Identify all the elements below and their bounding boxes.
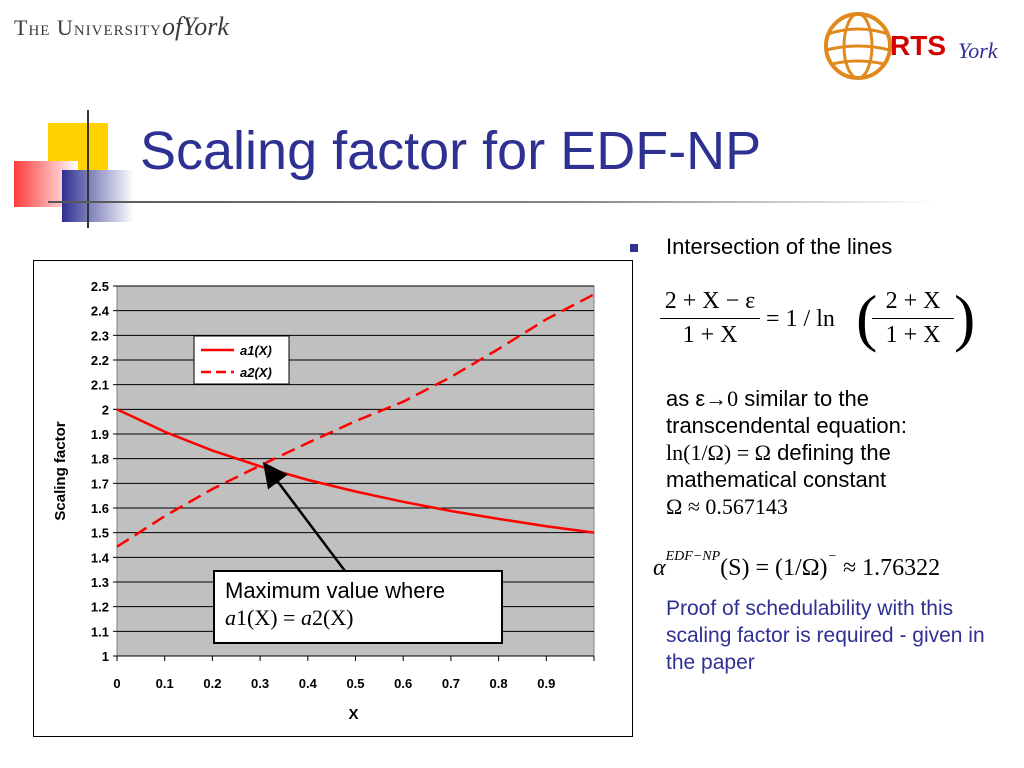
x-tick-label: 0.2 <box>203 676 221 691</box>
eq1-right-denominator: 1 + X <box>885 322 941 348</box>
eq-a2-arg: 2(X) <box>311 605 354 630</box>
alpha-rest-sup: − <box>827 549 837 564</box>
y-tick-label: 2.2 <box>91 353 109 368</box>
y-tick-label: 1.5 <box>91 526 109 541</box>
transcendental-text: transcendental equation: <box>666 413 907 438</box>
legend-label: a2(X) <box>240 365 272 380</box>
asymptotic-text: as ε→0 similar to the transcendental equ… <box>666 385 996 520</box>
omega-value: Ω ≈ 0.567143 <box>666 494 788 519</box>
x-tick-label: 0.6 <box>394 676 412 691</box>
y-tick-label: 1.7 <box>91 476 109 491</box>
x-tick-label: 0.5 <box>346 676 364 691</box>
line-chart: 1 1.1 1.2 1.3 1.4 1.5 1.6 1.7 1.8 1.9 2 2.1 2.2 2.3 2.… <box>52 279 595 723</box>
eq-a-left: a <box>225 605 236 630</box>
rts-text: RTS <box>890 30 946 61</box>
alpha-symbol: α <box>653 555 666 581</box>
x-tick-label: 0.7 <box>442 676 460 691</box>
eq-a1-arg: 1(X) <box>236 605 278 630</box>
alpha-superscript: EDF−NP <box>665 549 721 564</box>
y-tick-label: 2.5 <box>91 279 109 294</box>
x-tick-label: 0.9 <box>537 676 555 691</box>
series-line-2 <box>116 293 595 548</box>
title-divider <box>48 201 938 203</box>
intersection-equation: 2 + X − ε 1 + X = 1 / ln ( 2 + X 1 + X ) <box>660 282 990 364</box>
eq1-right-numerator: 2 + X <box>885 288 941 314</box>
university-of-york-logo: The UniversityofYork <box>14 12 229 42</box>
as-prefix: as ε <box>666 386 706 411</box>
max-value-callout: Maximum value where a1(X) = a2(X) <box>213 570 503 644</box>
y-tick-label: 1 <box>102 649 109 664</box>
alpha-value: ≈ 1.76322 <box>836 555 941 581</box>
x-tick-label: 0.3 <box>251 676 269 691</box>
rts-york-text: York <box>958 38 998 63</box>
y-tick-label: 2.1 <box>91 378 109 393</box>
eq1-left-numerator: 2 + X − ε <box>664 288 756 314</box>
x-tick-label: 0.1 <box>156 676 174 691</box>
eq1-middle: = 1 / ln <box>766 306 835 332</box>
legend-box <box>193 335 290 385</box>
scaling-factor-equation: αEDF−NP(S) = (1/Ω)− ≈ 1.76322 <box>653 549 941 582</box>
logo-university-text: The University <box>14 15 162 40</box>
slide-title: Scaling factor for EDF-NP <box>140 121 762 181</box>
eq1-right-fraction: 2 + X 1 + X <box>872 288 954 349</box>
y-tick-label: 1.4 <box>91 550 110 565</box>
eq-equals: = <box>283 605 296 630</box>
defining-text: defining the <box>770 440 891 465</box>
x-axis-label: X <box>348 706 358 723</box>
y-tick-label: 2 <box>102 402 109 417</box>
alpha-rest: (S) = (1/Ω) <box>720 555 828 581</box>
bullet-marker <box>630 244 638 252</box>
x-tick-label: 0.4 <box>299 676 318 691</box>
callout-arrow <box>262 462 346 572</box>
eq1-left-denominator: 1 + X <box>682 322 738 348</box>
y-tick-label: 1.2 <box>91 600 109 615</box>
eq1-left-fraction: 2 + X − ε 1 + X <box>660 288 760 349</box>
x-tick-label: 0 <box>113 676 120 691</box>
ln-equation: ln(1/Ω) = Ω <box>666 440 771 465</box>
proof-note: Proof of schedulability with this scalin… <box>666 597 985 674</box>
title-decoration <box>14 110 134 228</box>
y-tick-label: 1.1 <box>91 624 109 639</box>
mathematical-text: mathematical constant <box>666 467 887 492</box>
eq-a-right: a <box>300 605 312 630</box>
rts-york-logo: RTS York <box>818 6 1018 86</box>
logo-of-text: of <box>161 12 183 41</box>
callout-text: Maximum value where <box>225 578 446 603</box>
chart-legend: a1(X) a2(X) <box>193 335 290 385</box>
chart-frame: 1 1.1 1.2 1.3 1.4 1.5 1.6 1.7 1.8 1.9 2 2.1 2.2 2.3 2.… <box>33 260 633 737</box>
bullet-intersection: Intersection of the lines <box>666 234 893 259</box>
globe-icon <box>824 12 892 80</box>
logo-york-text: York <box>182 12 229 41</box>
x-tick-label: 0.8 <box>490 676 508 691</box>
callout-equation: a1(X) = a2(X) <box>225 604 491 632</box>
legend-label: a1(X) <box>240 343 272 358</box>
y-tick-label: 1.9 <box>91 427 109 442</box>
series-line-1 <box>116 408 595 534</box>
y-tick-label: 2.3 <box>91 328 109 343</box>
as-suffix: similar to the <box>738 386 869 411</box>
y-tick-label: 1.6 <box>91 501 109 516</box>
as-arrow: →0 <box>705 386 739 411</box>
y-tick-label: 1.8 <box>91 452 109 467</box>
y-axis-label: Scaling factor <box>52 421 69 520</box>
y-tick-label: 2.4 <box>91 304 110 319</box>
y-tick-label: 1.3 <box>91 575 109 590</box>
